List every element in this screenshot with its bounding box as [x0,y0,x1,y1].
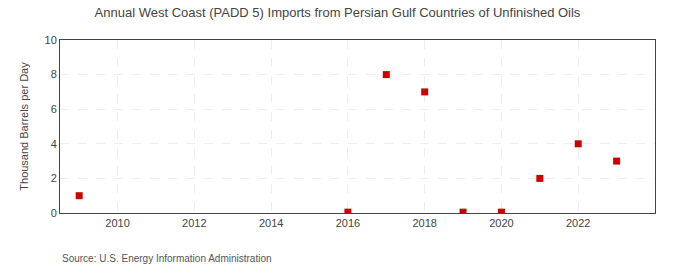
svg-text:2022: 2022 [566,217,590,229]
svg-text:6: 6 [51,103,57,115]
svg-text:2016: 2016 [336,217,360,229]
svg-text:2012: 2012 [182,217,206,229]
svg-text:4: 4 [51,138,57,150]
svg-text:2018: 2018 [412,217,436,229]
svg-text:2014: 2014 [259,217,283,229]
svg-text:2020: 2020 [489,217,513,229]
svg-text:Annual West Coast (PADD 5) Imp: Annual West Coast (PADD 5) Imports from … [95,5,581,20]
svg-text:2: 2 [51,172,57,184]
svg-text:2010: 2010 [105,217,129,229]
svg-text:Source: U.S. Energy Informatio: Source: U.S. Energy Information Administ… [62,253,272,264]
svg-text:0: 0 [51,207,57,219]
svg-text:10: 10 [45,34,57,46]
svg-text:8: 8 [51,68,57,80]
svg-text:Thousand Barrels per Day: Thousand Barrels per Day [18,62,30,191]
